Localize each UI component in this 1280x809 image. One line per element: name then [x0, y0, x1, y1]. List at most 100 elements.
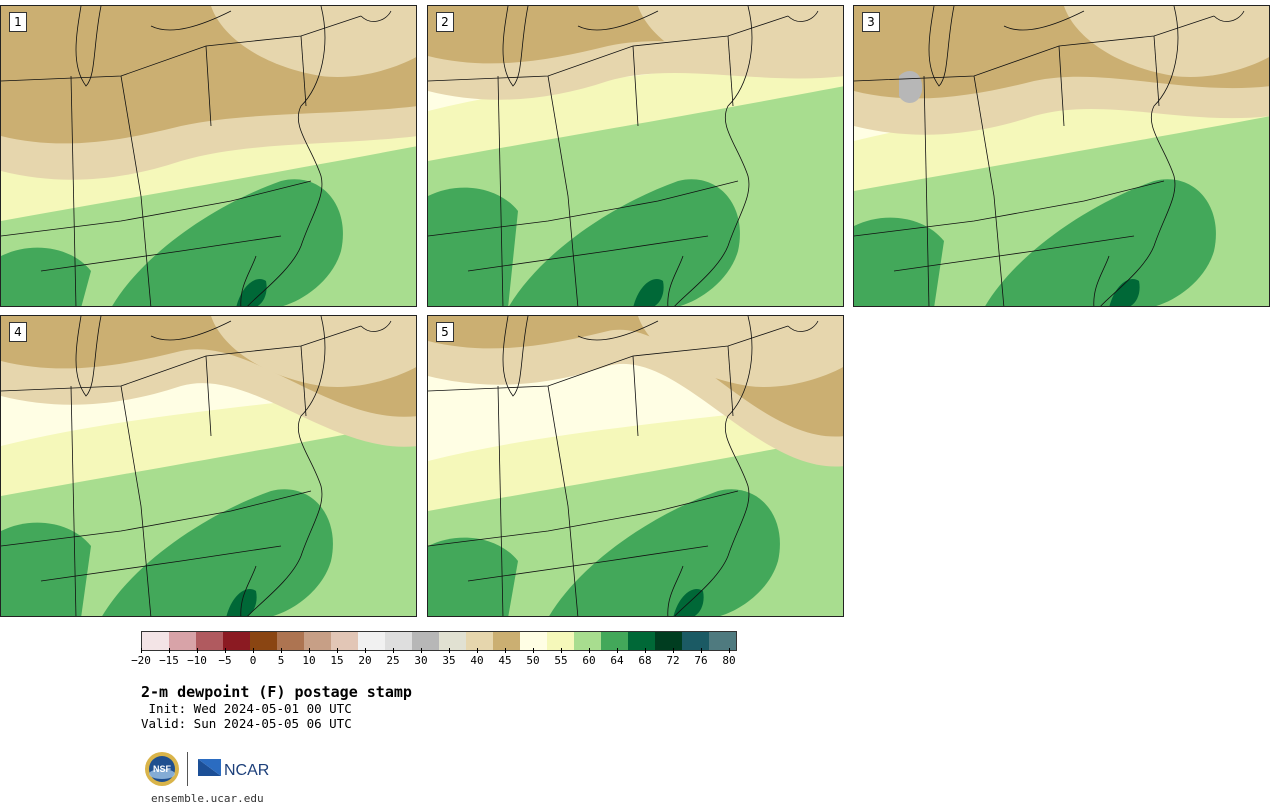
boundary-line	[1213, 10, 1245, 22]
dewpoint-map	[1, 6, 416, 306]
colorbar-tick	[505, 648, 506, 653]
colorbar-swatch	[331, 632, 358, 650]
ncar-logo: NCAR	[198, 759, 269, 779]
boundary-line	[40, 545, 282, 582]
colorbar-swatch	[547, 632, 574, 650]
stamp-panel-4: 4	[0, 315, 417, 617]
boundary-line	[428, 180, 739, 237]
boundary-line	[240, 565, 257, 616]
colorbar-tick-label: 76	[694, 654, 708, 667]
boundary-line	[923, 75, 930, 306]
colorbar-tick-label: 72	[666, 654, 680, 667]
colorbar-tick-label: −20	[131, 654, 151, 667]
boundary-line	[70, 75, 77, 306]
boundary-line	[547, 385, 579, 616]
colorbar-tick-label: −10	[187, 654, 207, 667]
colorbar-tick	[561, 648, 562, 653]
colorbar-tick-label: 64	[610, 654, 624, 667]
colorbar-swatch	[385, 632, 412, 650]
boundary-line	[667, 565, 684, 616]
panel-number: 1	[9, 12, 27, 32]
boundary-line	[1, 180, 312, 237]
plot-title: 2-m dewpoint (F) postage stamp	[141, 683, 412, 701]
colorbar-tick	[533, 648, 534, 653]
colorbar-tick-label: 50	[526, 654, 540, 667]
colorbar-tick	[365, 648, 366, 653]
lake-outline	[502, 316, 529, 397]
colorbar-tick-label: 15	[330, 654, 344, 667]
boundary-line	[40, 235, 282, 272]
dry-band-northeast	[211, 316, 416, 387]
boundary-line	[247, 6, 326, 306]
boundary-line	[467, 545, 709, 582]
boundary-line	[632, 45, 639, 127]
colorbar-swatch	[358, 632, 385, 650]
boundary-line	[205, 355, 212, 437]
colorbar-tick	[253, 648, 254, 653]
moist-band-light-green	[428, 86, 843, 306]
colorbar-tick-label: −15	[159, 654, 179, 667]
colorbar-tick	[197, 648, 198, 653]
colorbar-tick-label: 55	[554, 654, 568, 667]
colorbar-tick	[701, 648, 702, 653]
moist-band-mid-green	[112, 179, 343, 306]
moist-band-mid-green	[509, 179, 740, 306]
stamp-panel-3: 3	[853, 5, 1270, 307]
boundary-line	[1, 490, 312, 547]
colorbar-tick-label: 10	[302, 654, 316, 667]
colorbar-swatch	[466, 632, 493, 650]
colorbar-tick-label: 20	[358, 654, 372, 667]
colorbar-tick-label: 68	[638, 654, 652, 667]
boundary-line	[247, 316, 326, 616]
colorbar-tick-label: 45	[498, 654, 512, 667]
lake-outline	[502, 6, 529, 87]
stamp-panel-5: 5	[427, 315, 844, 617]
colorbar-tick	[589, 648, 590, 653]
colorbar-tick	[309, 648, 310, 653]
dewpoint-map	[1, 316, 416, 616]
colorbar-tick	[477, 648, 478, 653]
lake-outline	[577, 10, 659, 31]
valid-time: Valid: Sun 2024-05-05 06 UTC	[141, 716, 352, 731]
boundary-line	[497, 385, 504, 616]
boundary-line	[1100, 6, 1179, 306]
colorbar-tick-label: 40	[470, 654, 484, 667]
colorbar-tick-label: 25	[386, 654, 400, 667]
boundary-line	[205, 45, 212, 127]
lake-outline	[150, 320, 232, 341]
colorbar-swatch	[628, 632, 655, 650]
colorbar-swatch	[196, 632, 223, 650]
colorbar-tick	[141, 648, 142, 653]
dry-band-northeast	[211, 6, 416, 77]
colorbar-tick-label: 5	[277, 654, 285, 667]
moist-band-mid-green-west	[1, 247, 91, 306]
colorbar-tick	[645, 648, 646, 653]
colorbar-tick-label: −5	[218, 654, 232, 667]
boundary-line	[674, 6, 753, 306]
boundary-line	[667, 255, 684, 306]
boundary-line	[240, 255, 257, 306]
colorbar-swatch	[250, 632, 277, 650]
colorbar-tick	[337, 648, 338, 653]
nsf-logo-text: NSF	[153, 764, 172, 774]
colorbar-tick	[673, 648, 674, 653]
colorbar-tick	[393, 648, 394, 653]
boundary-line	[787, 320, 819, 332]
boundary-line	[70, 385, 77, 616]
colorbar-tick	[449, 648, 450, 653]
boundary-line	[854, 180, 1165, 237]
colorbar-swatch	[439, 632, 466, 650]
logo-divider	[187, 752, 188, 786]
colorbar	[141, 631, 737, 651]
boundary-line	[727, 35, 734, 107]
dry-band-northeast	[638, 6, 843, 77]
boundary-line	[1153, 35, 1160, 107]
dewpoint-map	[854, 6, 1269, 306]
moist-band-dark-green	[633, 279, 664, 306]
boundary-line	[1058, 45, 1065, 127]
boundary-line	[360, 320, 392, 332]
boundary-line	[300, 345, 307, 417]
colorbar-tick-label: 0	[249, 654, 257, 667]
stamp-panel-1: 1	[0, 5, 417, 307]
colorbar-tick	[281, 648, 282, 653]
